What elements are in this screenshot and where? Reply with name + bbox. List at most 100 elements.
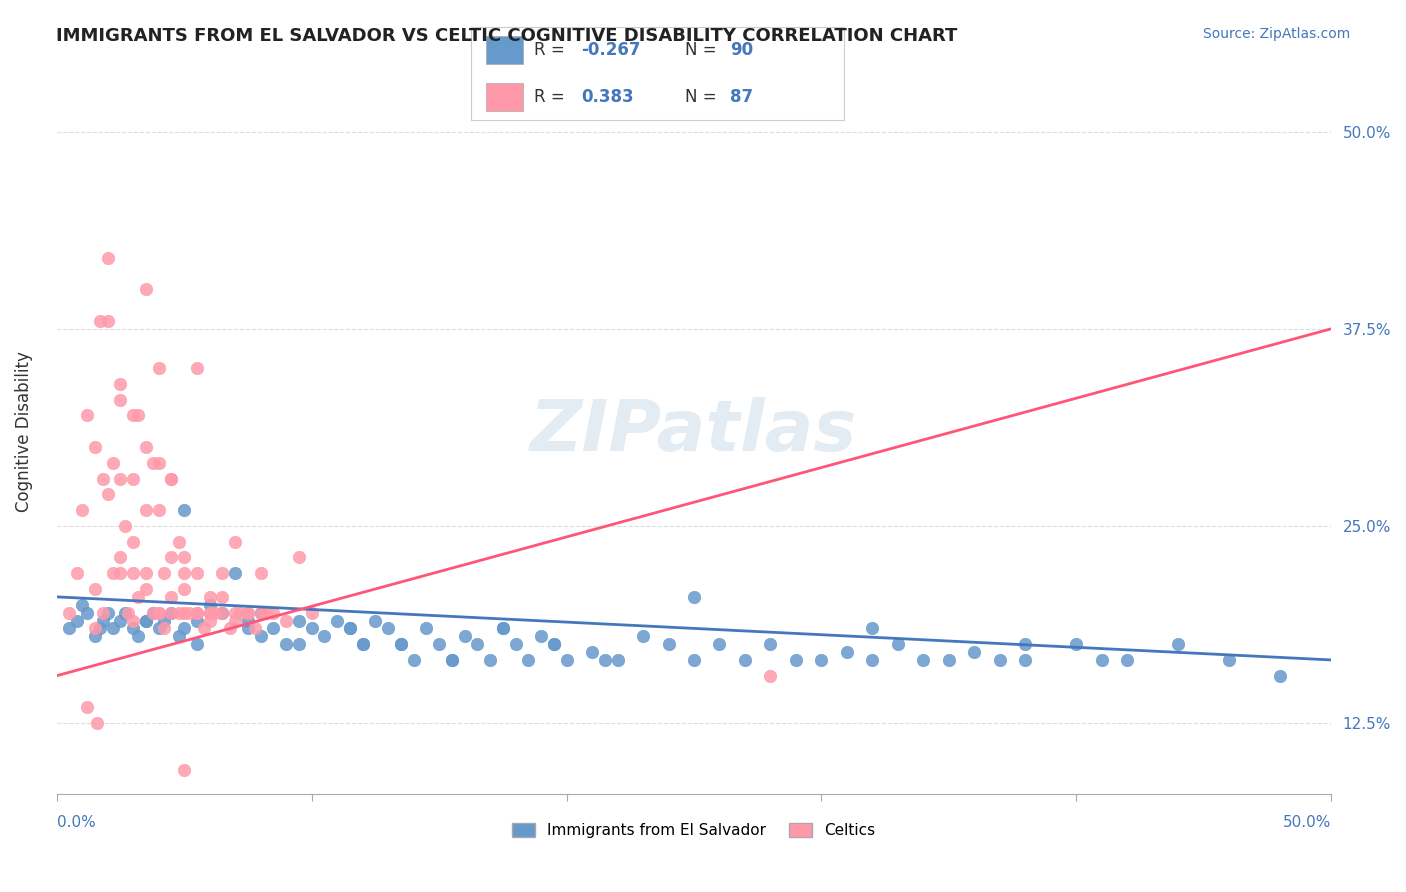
Point (114, 606, 136, 620)
Text: -0.267: -0.267 (581, 41, 640, 59)
Point (198, 606, 221, 620)
Text: 0.383: 0.383 (581, 88, 634, 106)
Point (198, 606, 221, 620)
Y-axis label: Cognitive Disability: Cognitive Disability (15, 351, 32, 512)
Point (759, 669, 782, 683)
Point (479, 653, 502, 667)
Point (219, 621, 242, 635)
Point (709, 637, 731, 651)
Point (683, 653, 706, 667)
Point (326, 614, 349, 628)
Point (492, 621, 515, 635)
Point (110, 392, 132, 407)
Point (152, 566, 174, 581)
Point (1091, 653, 1114, 667)
Point (76, 700, 98, 714)
Point (101, 566, 124, 581)
Point (122, 621, 145, 635)
Point (249, 606, 271, 620)
Point (963, 645, 986, 659)
Text: 50.0%: 50.0% (1284, 814, 1331, 830)
Point (160, 606, 183, 620)
Text: IMMIGRANTS FROM EL SALVADOR VS CELTIC COGNITIVE DISABILITY CORRELATION CHART: IMMIGRANTS FROM EL SALVADOR VS CELTIC CO… (56, 27, 957, 45)
Point (1167, 637, 1189, 651)
Point (543, 637, 565, 651)
Point (530, 629, 553, 643)
Point (186, 361, 208, 376)
Point (148, 606, 170, 620)
Point (1066, 637, 1088, 651)
Point (89, 621, 111, 635)
Point (288, 614, 311, 628)
Point (127, 590, 149, 604)
Point (236, 621, 259, 635)
Point (101, 456, 124, 470)
Point (198, 590, 221, 604)
Point (122, 534, 145, 549)
Point (492, 621, 515, 635)
Text: ZIPatlas: ZIPatlas (530, 397, 858, 466)
Point (186, 614, 208, 628)
Text: 0.0%: 0.0% (56, 814, 96, 830)
Point (862, 621, 884, 635)
Point (193, 621, 215, 635)
Point (810, 653, 832, 667)
Point (543, 637, 565, 651)
Point (593, 653, 616, 667)
Point (440, 653, 463, 667)
Point (517, 653, 540, 667)
Point (288, 550, 311, 565)
Point (142, 606, 165, 620)
Point (224, 606, 246, 620)
Point (249, 606, 271, 620)
Point (186, 606, 208, 620)
Point (135, 440, 157, 454)
Text: N =: N = (685, 41, 723, 59)
Point (262, 606, 284, 620)
Point (352, 637, 374, 651)
Point (160, 472, 183, 486)
Point (657, 637, 679, 651)
Point (249, 629, 271, 643)
Point (127, 409, 149, 423)
Point (683, 590, 706, 604)
Text: R =: R = (534, 88, 571, 106)
Point (70, 503, 93, 517)
Point (160, 606, 183, 620)
Point (211, 590, 233, 604)
Point (211, 606, 233, 620)
Point (70, 598, 93, 612)
Point (389, 637, 412, 651)
Text: 90: 90 (730, 41, 754, 59)
Point (97, 314, 120, 328)
Point (83, 582, 105, 596)
Point (505, 637, 527, 651)
Point (167, 534, 190, 549)
Point (301, 606, 323, 620)
Point (117, 606, 139, 620)
Point (97, 487, 120, 501)
Point (58, 621, 80, 635)
Point (160, 472, 183, 486)
Point (236, 614, 259, 628)
Point (759, 637, 782, 651)
Point (83, 621, 105, 635)
Point (86, 716, 108, 731)
Point (224, 566, 246, 581)
Point (89, 314, 111, 328)
Point (352, 637, 374, 651)
Point (186, 637, 208, 651)
Point (173, 764, 195, 778)
Point (142, 606, 165, 620)
Point (173, 582, 195, 596)
Point (339, 621, 361, 635)
Point (152, 621, 174, 635)
Point (912, 653, 935, 667)
Point (101, 621, 124, 635)
Point (114, 519, 136, 533)
Point (314, 629, 336, 643)
Point (1270, 669, 1292, 683)
Point (274, 637, 297, 651)
Point (135, 614, 157, 628)
Point (245, 621, 267, 635)
